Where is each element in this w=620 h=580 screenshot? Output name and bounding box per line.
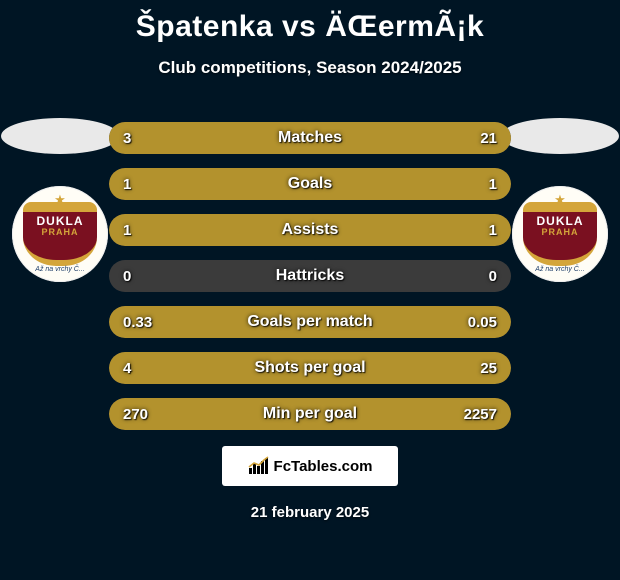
stat-bar-right <box>159 122 511 154</box>
stat-bar-left <box>109 352 164 384</box>
badge-line2: PRAHA <box>541 227 578 237</box>
stats-table: 321Matches 11Goals 11Assists 0 0Hattricks 0.3… <box>109 122 511 430</box>
stat-bar-left <box>109 122 159 154</box>
badge-motto: Až na vrchy Č... <box>35 266 84 273</box>
star-icon: ★ <box>554 192 566 208</box>
stat-bar-left <box>109 214 310 246</box>
star-icon: ★ <box>54 192 66 208</box>
badge-shield: DUKLA PRAHA <box>23 202 97 266</box>
stat-bar-right <box>458 306 511 338</box>
stat-bar-left <box>109 168 310 200</box>
stat-row: 0 0Hattricks <box>109 260 511 292</box>
badge-shield: DUKLA PRAHA <box>523 202 597 266</box>
brand-box: FcTables.com <box>222 446 398 486</box>
stat-row: 11Assists <box>109 214 511 246</box>
generation-date: 21 february 2025 <box>0 504 620 521</box>
stat-value-right: 0 <box>489 260 497 292</box>
player-right-slot: ★ DUKLA PRAHA Až na vrchy Č... <box>500 118 620 282</box>
player-left-slot: ★ DUKLA PRAHA Až na vrchy Č... <box>0 118 120 282</box>
stat-row: 0.330.05Goals per match <box>109 306 511 338</box>
player-left-club-badge: ★ DUKLA PRAHA Až na vrchy Č... <box>12 186 108 282</box>
player-left-avatar-placeholder <box>1 118 119 154</box>
comparison-title: Špatenka vs ÄŒermÃ¡k <box>0 0 620 44</box>
brand-text: FcTables.com <box>274 458 373 475</box>
stat-bar-left <box>109 398 152 430</box>
bar-chart-icon <box>248 456 270 476</box>
stat-row: 425Shots per goal <box>109 352 511 384</box>
badge-motto: Až na vrchy Č... <box>535 266 584 273</box>
stat-row: 11Goals <box>109 168 511 200</box>
stat-bar-right <box>152 398 511 430</box>
badge-line2: PRAHA <box>41 227 78 237</box>
badge-line1: DUKLA <box>37 214 84 228</box>
stat-bar-right <box>164 352 511 384</box>
badge-line1: DUKLA <box>537 214 584 228</box>
stat-bar-left <box>109 306 458 338</box>
player-right-club-badge: ★ DUKLA PRAHA Až na vrchy Č... <box>512 186 608 282</box>
stat-value-left: 0 <box>123 260 131 292</box>
stat-row: 2702257Min per goal <box>109 398 511 430</box>
stat-bar-right <box>310 168 511 200</box>
stat-bar-right <box>310 214 511 246</box>
player-right-avatar-placeholder <box>501 118 619 154</box>
comparison-subtitle: Club competitions, Season 2024/2025 <box>0 58 620 78</box>
stat-row: 321Matches <box>109 122 511 154</box>
stat-label: Hattricks <box>109 260 511 292</box>
